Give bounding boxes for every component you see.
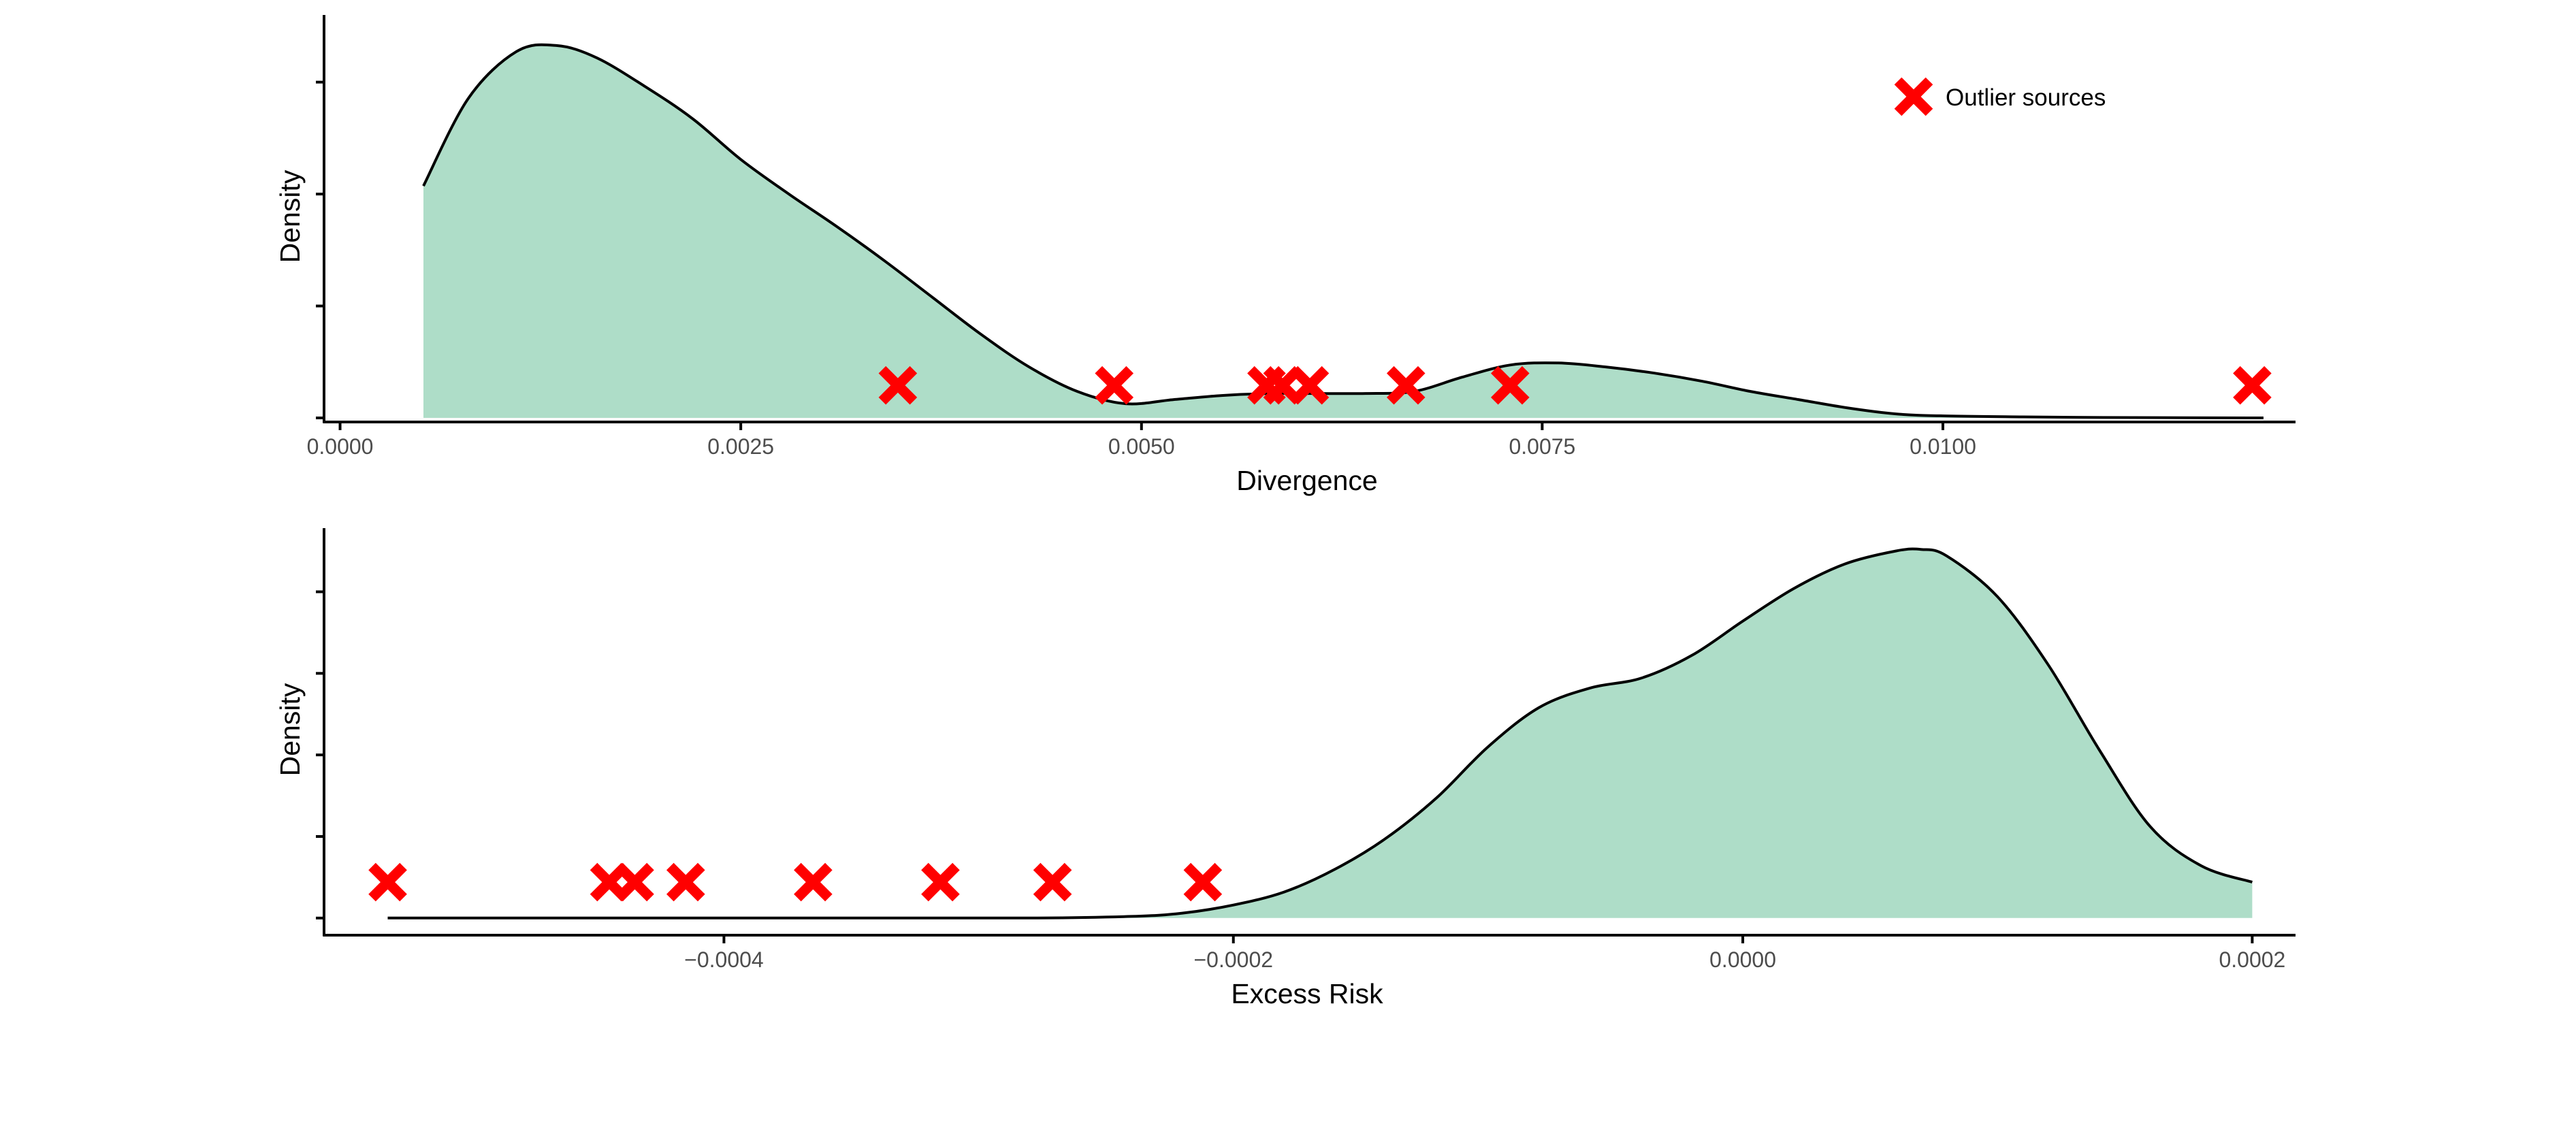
divergence-y-axis-label: Density [274,169,306,263]
outlier-marker-7 [1033,862,1072,902]
excess-risk-y-axis-label: Density [274,683,306,776]
x-tick-label: 0.0100 [1910,434,1976,459]
outlier-marker-4 [666,862,705,902]
legend-marker-icon [1894,77,1933,116]
excess-risk-density-curve [387,547,2253,920]
divergence-panel: 0.0000 0.0025 0.0050 0.0075 0.0100 Divergenc… [274,15,2296,496]
x-tick-label: 0.0000 [307,434,374,459]
divergence-outlier-markers [878,365,2272,405]
divergence-density-area [423,44,2264,418]
outlier-marker-6 [1386,365,1426,405]
legend: Outlier sources [1894,77,2106,116]
divergence-x-axis-label: Divergence [1236,465,1377,496]
outlier-marker-1 [368,862,407,902]
outlier-marker-3 [615,862,654,902]
outlier-marker-8 [1183,862,1223,902]
excess-risk-outlier-markers [368,862,1223,902]
x-tick-label: 0.0050 [1108,434,1175,459]
x-tick-label: 0.0025 [707,434,774,459]
outlier-marker-1 [878,365,918,405]
excess-risk-density-area [387,549,2253,918]
outlier-marker-6 [921,862,960,902]
x-tick-label: −0.0004 [684,947,764,972]
outlier-marker-8 [2233,365,2272,405]
excess-risk-x-axis-label: Excess Risk [1231,978,1383,1009]
divergence-axes: 0.0000 0.0025 0.0050 0.0075 0.0100 [307,15,2296,459]
outlier-marker-7 [1491,365,1530,405]
x-tick-label: −0.0002 [1193,947,1273,972]
legend-cross [1894,77,1933,116]
x-tick-label: 0.0075 [1509,434,1575,459]
legend-label: Outlier sources [1946,84,2106,111]
x-tick-label: 0.0000 [1709,947,1776,972]
excess-risk-panel: −0.0004 −0.0002 0.0000 0.0002 Excess Risk D… [274,528,2296,1009]
outlier-marker-2 [1095,365,1134,405]
excess-risk-axes: −0.0004 −0.0002 0.0000 0.0002 [316,528,2296,972]
outlier-marker-5 [794,862,833,902]
x-tick-label: 0.0002 [2219,947,2285,972]
outlier-marker-5 [1290,365,1330,405]
